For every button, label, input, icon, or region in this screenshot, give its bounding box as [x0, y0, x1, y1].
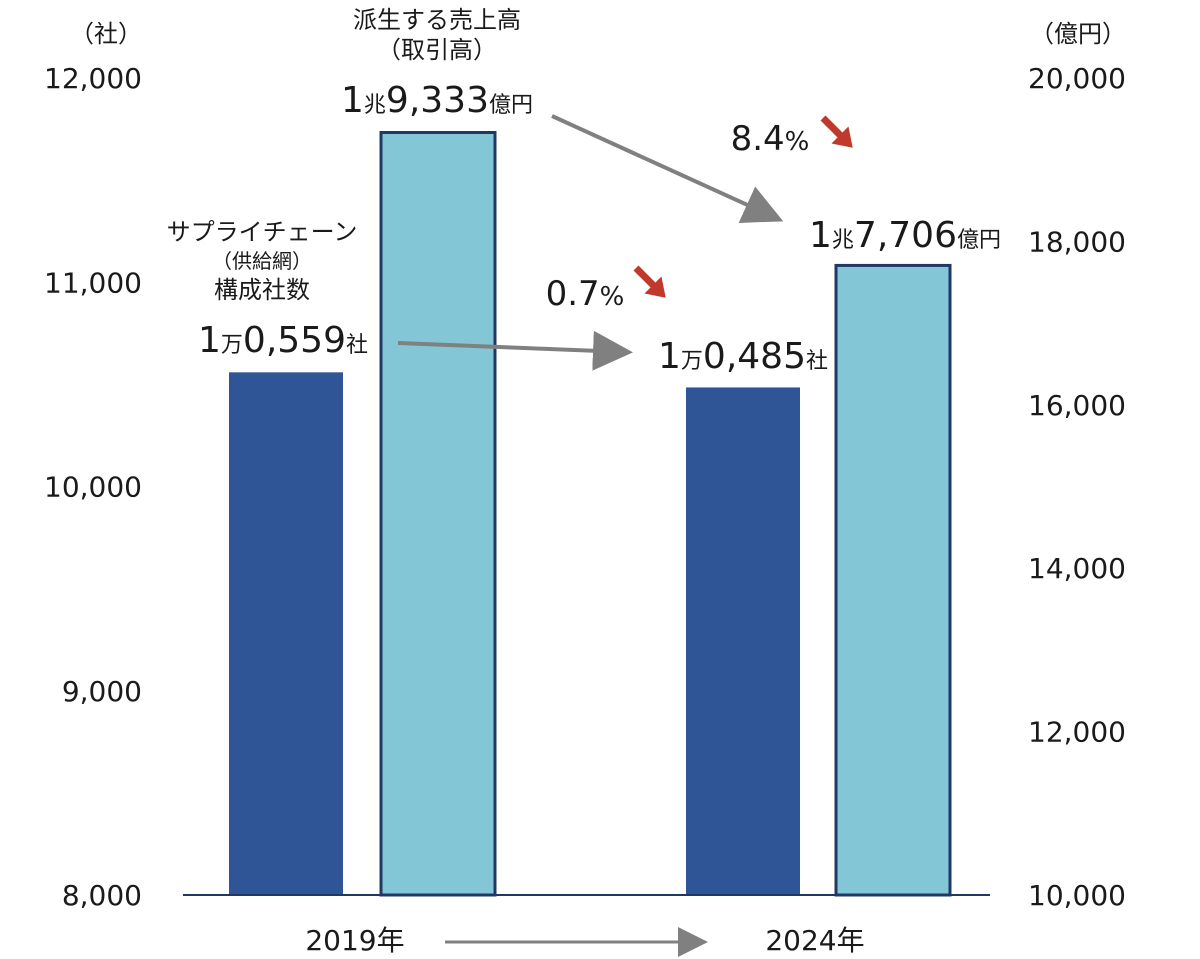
pct-label-sales: 8.4%: [731, 119, 810, 159]
right-axis-tick-label: 18,000: [1028, 225, 1126, 258]
left-axis-tick-label: 8,000: [62, 879, 142, 912]
right-axis-tick-label: 12,000: [1028, 716, 1126, 749]
series0-title-line1: サプライチェーン: [167, 218, 358, 246]
series-title-sales: 派生する売上高 （取引高）: [353, 6, 521, 64]
value-label-sales-2024: 1兆7,706億円: [809, 215, 1001, 256]
bar-companies-2024: [686, 387, 800, 895]
down-arrow-icon-sales: [820, 115, 853, 148]
value-label-companies-2024: 1万0,485社: [658, 336, 828, 377]
series1-title-line1: 派生する売上高: [353, 6, 521, 34]
category-label-2019: 2019年: [305, 924, 404, 957]
left-axis-tick-label: 11,000: [44, 266, 142, 299]
value-label-companies-2019: 1万0,559社: [198, 320, 368, 361]
change-arrow-sales: [551, 114, 784, 223]
pct-label-companies: 0.7%: [546, 274, 625, 314]
left-axis-tick-label: 10,000: [44, 471, 142, 504]
series1-title-line2: （取引高）: [377, 36, 497, 64]
bar-companies-2019: [229, 372, 343, 896]
left-axis-tick-label: 9,000: [62, 675, 142, 708]
bar-sales-2019: [379, 130, 497, 897]
left-axis-ticks: 8,000 9,000 10,000 11,000 12,000: [44, 62, 142, 912]
series0-title-line2: （供給網）: [212, 249, 312, 273]
series0-title-line3: 構成社数: [214, 276, 310, 304]
left-axis-unit: （社）: [70, 20, 142, 48]
right-axis-ticks: 10,000 12,000 14,000 16,000 18,000 20,000: [1028, 62, 1126, 912]
change-arrow-companies: [397, 330, 633, 371]
bars: [229, 130, 952, 897]
value-label-sales-2019: 1兆9,333億円: [341, 80, 533, 121]
down-arrow-icon-companies: [633, 265, 666, 298]
left-axis-tick-label: 12,000: [44, 62, 142, 95]
bar-sales-2024: [834, 263, 952, 897]
series-title-supply-chain: サプライチェーン （供給網） 構成社数: [167, 218, 358, 304]
right-axis-tick-label: 10,000: [1028, 879, 1126, 912]
right-axis-unit: （億円）: [1030, 20, 1126, 48]
right-axis-tick-label: 20,000: [1028, 62, 1126, 95]
right-axis-tick-label: 14,000: [1028, 552, 1126, 585]
category-label-2024: 2024年: [765, 924, 864, 957]
right-axis-tick-label: 16,000: [1028, 389, 1126, 422]
